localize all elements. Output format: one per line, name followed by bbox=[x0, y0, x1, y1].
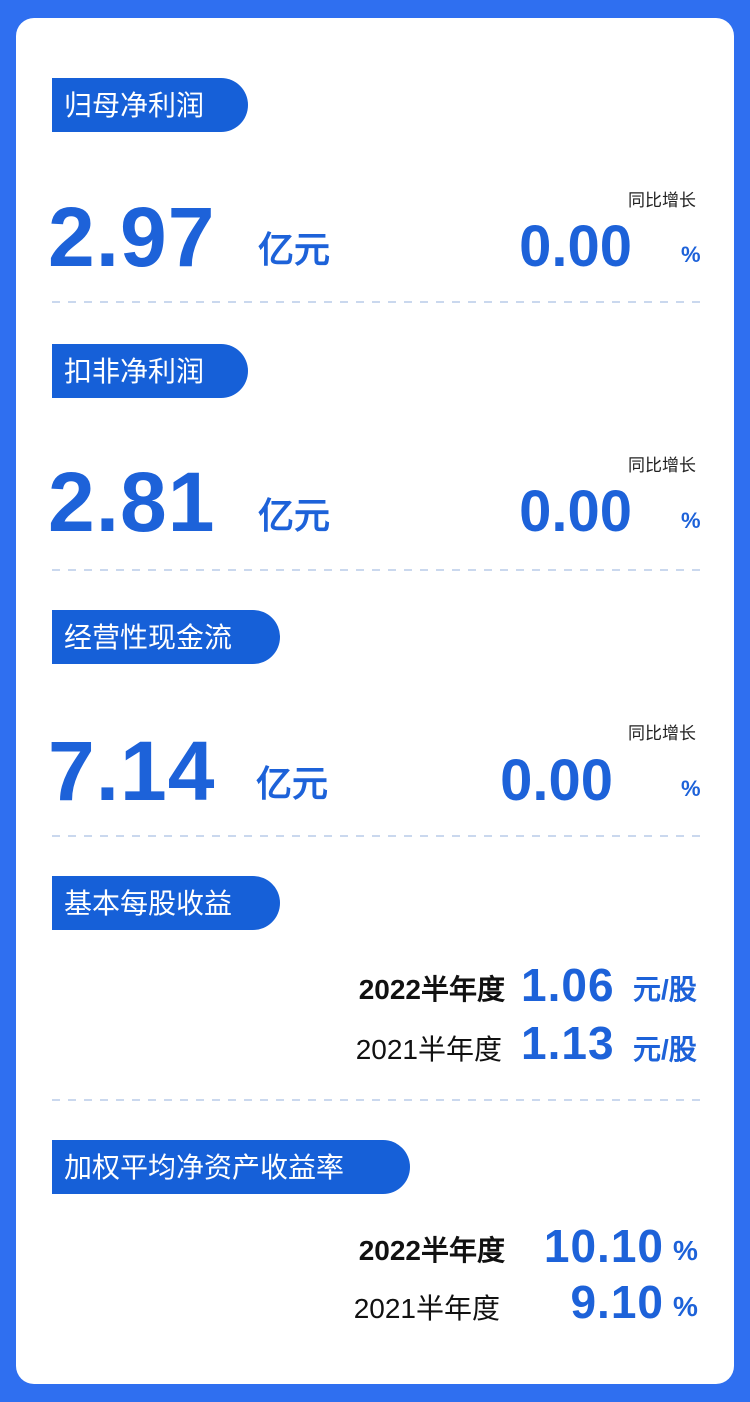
unit: % bbox=[673, 1235, 698, 1266]
unit: 元/股 bbox=[633, 1034, 697, 1065]
section-label: 基本每股收益 bbox=[64, 888, 232, 919]
period: 2021半年度 bbox=[354, 1293, 500, 1324]
unit: 亿元 bbox=[256, 763, 328, 804]
label-pill bbox=[52, 876, 280, 930]
label-pill bbox=[52, 78, 248, 132]
value: 9.10 bbox=[570, 1276, 664, 1328]
value: 1.13 bbox=[521, 1017, 615, 1069]
value: 10.10 bbox=[544, 1220, 664, 1272]
unit: 亿元 bbox=[258, 229, 330, 270]
main-value: 2.97 bbox=[48, 190, 216, 284]
yoy-unit: % bbox=[681, 508, 701, 533]
yoy-label: 同比增长 bbox=[628, 456, 696, 475]
main-value: 7.14 bbox=[48, 724, 216, 818]
main-value: 2.81 bbox=[48, 455, 216, 549]
period: 2022半年度 bbox=[359, 973, 505, 1005]
yoy-unit: % bbox=[681, 776, 701, 801]
yoy-value: 0.00 bbox=[519, 214, 632, 279]
unit: 亿元 bbox=[258, 495, 330, 536]
unit: 元/股 bbox=[633, 974, 697, 1005]
yoy-unit: % bbox=[681, 242, 701, 267]
yoy-label: 同比增长 bbox=[628, 191, 696, 210]
label-pill bbox=[52, 344, 248, 398]
value: 1.06 bbox=[521, 959, 615, 1011]
period: 2021半年度 bbox=[356, 1034, 502, 1065]
yoy-label: 同比增长 bbox=[628, 724, 696, 743]
yoy-value: 0.00 bbox=[519, 479, 632, 544]
period: 2022半年度 bbox=[359, 1234, 505, 1266]
section-label: 归母净利润 bbox=[64, 90, 204, 121]
label-pill bbox=[52, 1140, 410, 1194]
section-label: 加权平均净资产收益率 bbox=[64, 1152, 344, 1183]
yoy-value: 0.00 bbox=[500, 748, 613, 813]
label-pill bbox=[52, 610, 280, 664]
section-label: 扣非净利润 bbox=[64, 356, 204, 387]
section-label: 经营性现金流 bbox=[64, 622, 232, 653]
unit: % bbox=[673, 1291, 698, 1322]
